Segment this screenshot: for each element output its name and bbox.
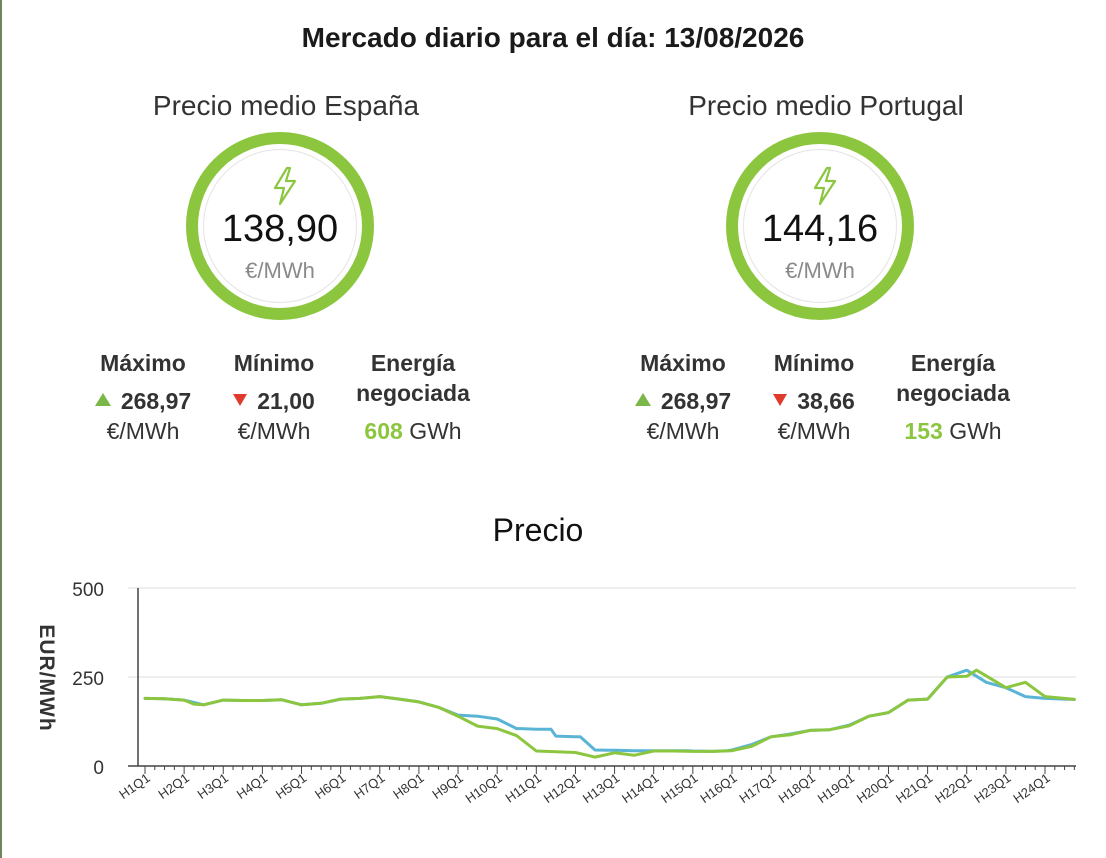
min-value: 21,00	[257, 388, 315, 414]
energy-value-row: 608 GWh	[338, 416, 488, 446]
x-tick-label: H12Q1	[541, 770, 583, 806]
energy-stat: Energía negociada 608 GWh	[338, 348, 488, 446]
x-tick-label: H17Q1	[736, 770, 778, 806]
y-axis-label: EUR/MWh	[35, 624, 58, 731]
min-label: Mínimo	[773, 350, 855, 376]
triangle-up-icon	[634, 393, 651, 407]
x-tick-label: H4Q1	[234, 770, 270, 802]
x-tick-label: H13Q1	[580, 770, 622, 806]
y-tick-label: 250	[72, 669, 104, 690]
x-tick-label: H23Q1	[971, 770, 1013, 806]
x-tick-label: H3Q1	[195, 770, 231, 802]
series-line-portugal	[143, 668, 1076, 753]
x-tick-label: H10Q1	[463, 770, 505, 806]
max-value-row: 268,97	[616, 386, 750, 416]
min-stat: Mínimo 38,66 €/MWh	[750, 348, 878, 446]
price-gauge: 138,90 €/MWh	[186, 132, 374, 320]
energy-value-row: 153 GWh	[878, 416, 1028, 446]
x-tick-label: H6Q1	[312, 770, 348, 802]
min-value-row: 38,66	[750, 386, 878, 416]
price-gauge: 144,16 €/MWh	[726, 132, 914, 320]
page-title: Mercado diario para el día: 13/08/2026	[301, 22, 805, 53]
y-tick-label: 0	[93, 758, 104, 779]
max-value: 268,97	[660, 388, 732, 414]
energy-label-1: Energía	[910, 350, 996, 376]
max-unit: €/MWh	[106, 418, 180, 444]
triangle-up-icon	[94, 393, 111, 407]
price-unit: €/MWh	[785, 258, 855, 283]
x-tick-label: H9Q1	[429, 770, 465, 802]
x-tick-label: H24Q1	[1010, 770, 1052, 806]
x-tick-label: H20Q1	[854, 770, 896, 806]
triangle-down-icon	[773, 393, 788, 406]
min-unit: €/MWh	[237, 418, 311, 444]
x-tick-label: H5Q1	[273, 770, 309, 802]
max-value-row: 268,97	[76, 386, 210, 416]
panel-title: Precio medio Portugal	[688, 90, 964, 121]
energy-value: 608	[364, 418, 403, 444]
min-value: 38,66	[797, 388, 855, 414]
portugal-price-panel: Precio medio Portugal 144,16 €/MWh Máxim…	[616, 90, 1036, 444]
x-tick-label: H14Q1	[619, 770, 661, 806]
chart-title: Precio	[492, 512, 584, 548]
max-stat: Máximo 268,97 €/MWh	[76, 348, 210, 446]
series-line-spain	[143, 668, 1076, 759]
min-stat: Mínimo 21,00 €/MWh	[210, 348, 338, 446]
x-tick-label: H11Q1	[502, 770, 544, 805]
x-tick-label: H7Q1	[351, 770, 387, 802]
spain-price-panel: Precio medio España 138,90 €/MWh Máximo …	[76, 90, 496, 444]
lightning-bolt-icon	[273, 166, 297, 206]
energy-stat: Energía negociada 153 GWh	[878, 348, 1028, 446]
triangle-down-icon	[233, 393, 248, 406]
left-border	[0, 0, 2, 858]
price-unit: €/MWh	[245, 258, 315, 283]
energy-unit: GWh	[949, 418, 1002, 444]
energy-label-2: negociada	[356, 380, 470, 406]
x-tick-label: H16Q1	[697, 770, 739, 806]
x-tick-label: H1Q1	[116, 770, 152, 802]
lightning-bolt-icon	[813, 166, 837, 206]
x-tick-label: H22Q1	[932, 770, 974, 806]
energy-label-1: Energía	[370, 350, 456, 376]
x-tick-label: H21Q1	[893, 770, 935, 806]
min-unit: €/MWh	[777, 418, 851, 444]
energy-value: 153	[904, 418, 943, 444]
x-tick-label: H15Q1	[658, 770, 700, 806]
max-label: Máximo	[640, 350, 726, 376]
price-gauge-inner	[743, 149, 897, 303]
x-tick-label: H8Q1	[390, 770, 426, 802]
max-label: Máximo	[100, 350, 186, 376]
panel-title: Precio medio España	[152, 90, 420, 121]
max-value: 268,97	[120, 388, 192, 414]
x-tick-label: H18Q1	[776, 770, 818, 806]
max-unit: €/MWh	[646, 418, 720, 444]
energy-label-2: negociada	[896, 380, 1010, 406]
min-value-row: 21,00	[210, 386, 338, 416]
x-tick-label: H19Q1	[815, 770, 857, 806]
x-tick-label: H2Q1	[155, 770, 191, 802]
average-price: 144,16	[761, 208, 879, 250]
energy-unit: GWh	[409, 418, 462, 444]
y-tick-label: 500	[72, 580, 104, 601]
average-price: 138,90	[221, 208, 339, 250]
max-stat: Máximo 268,97 €/MWh	[616, 348, 750, 446]
min-label: Mínimo	[233, 350, 315, 376]
price-gauge-inner	[203, 149, 357, 303]
